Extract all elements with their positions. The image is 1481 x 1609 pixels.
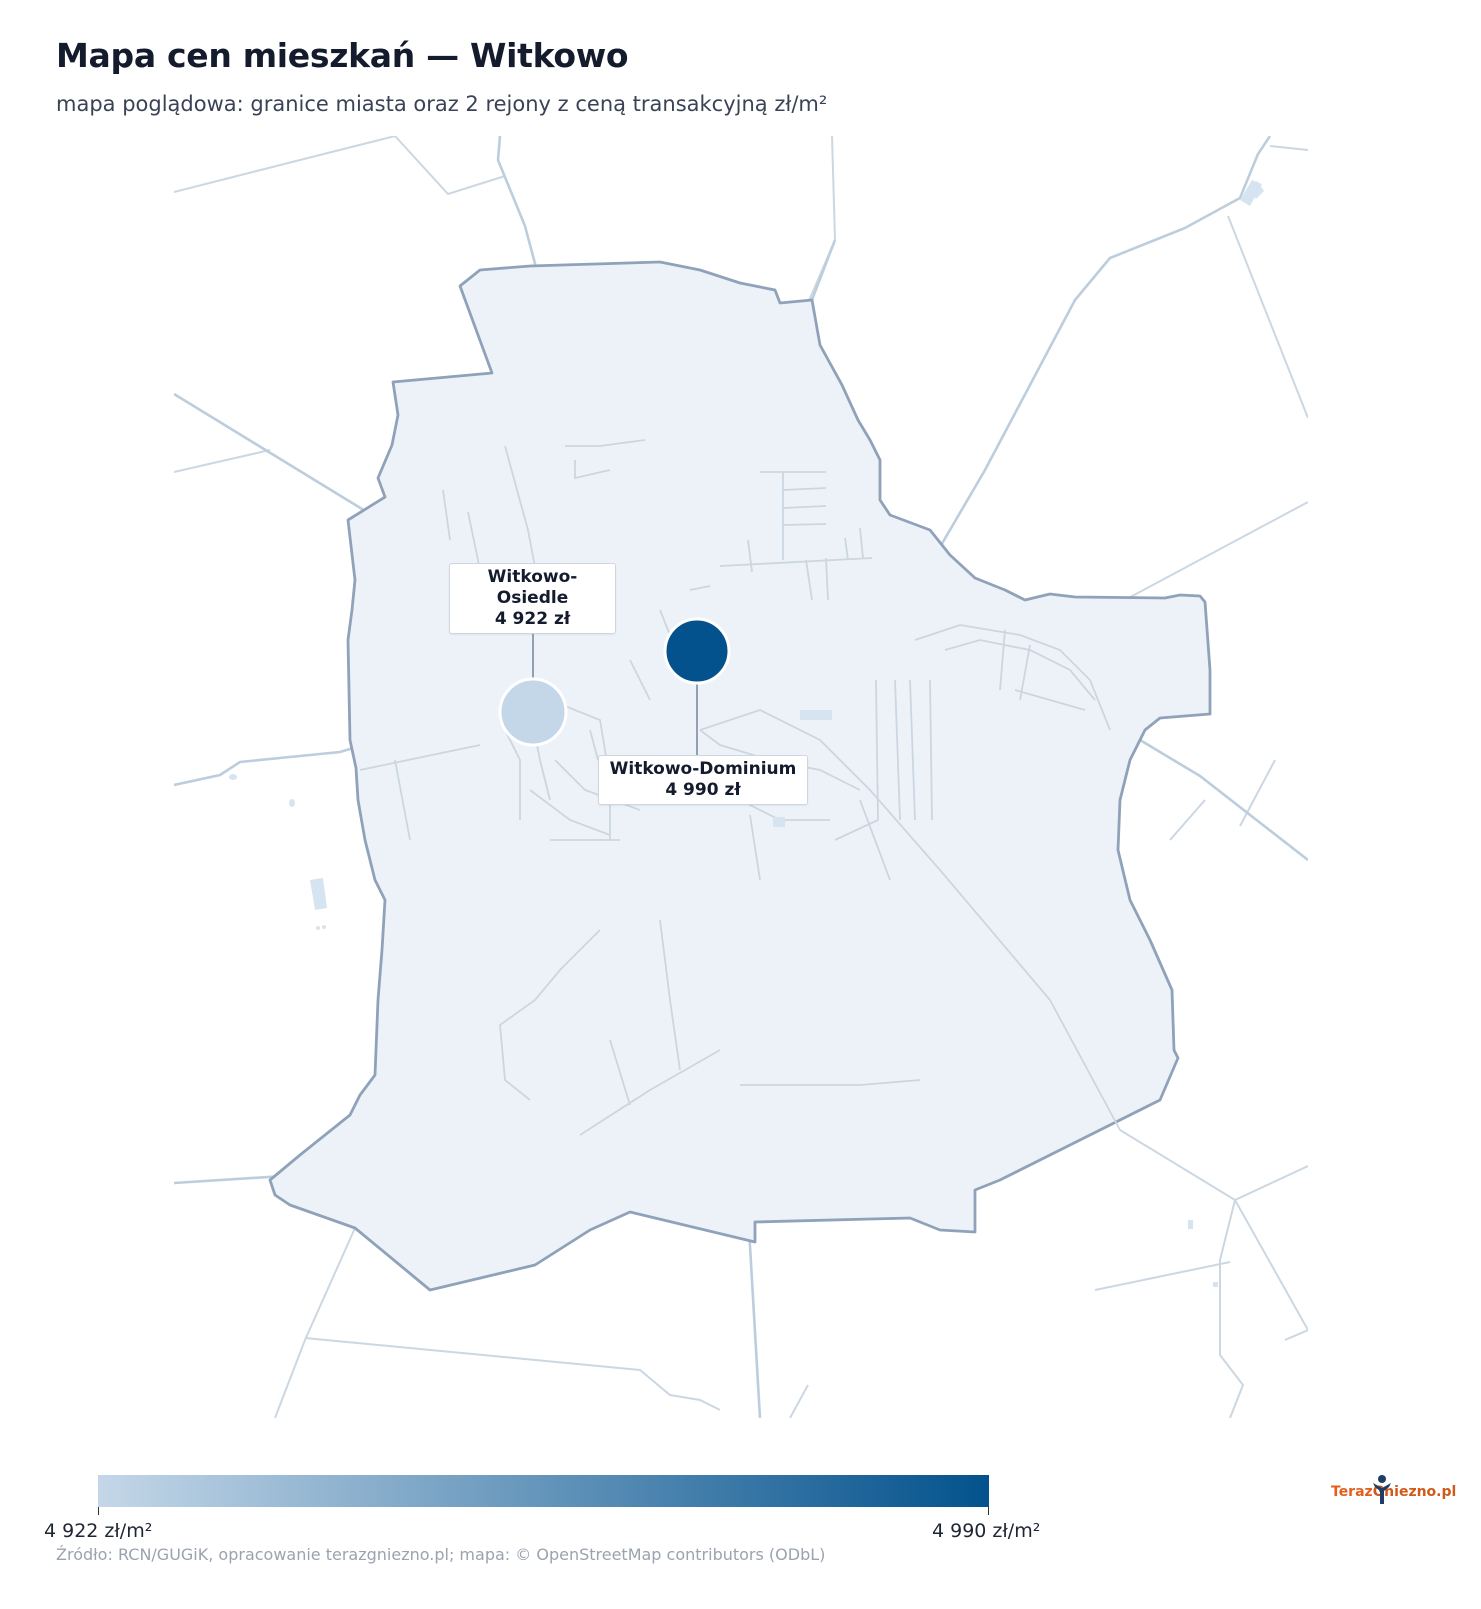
region-price: 4 990 zł [665,780,741,800]
legend-tick-min [98,1507,99,1515]
region-name: Witkowo-Osiedle [487,567,578,608]
legend-colorbar [98,1475,989,1507]
outer-roads [174,136,1308,1418]
callout-witkowo-dominium: Witkowo-Dominium 4 990 zł [598,755,808,805]
callout-witkowo-osiedle: Witkowo-Osiedle 4 922 zł [449,563,616,634]
logo-text-teraz: Teraz [1331,1484,1373,1500]
region-marker-witkowo-dominium[interactable] [663,617,731,685]
legend-tick-max [988,1507,989,1515]
region-price: 4 922 zł [494,609,571,629]
source-note: Źródło: RCN/GUGiK, opracowanie terazgnie… [56,1545,826,1564]
logo[interactable]: TerazGniezno.pl [1331,1475,1457,1504]
logo-text-gniezno: Gniezno.pl [1372,1484,1457,1500]
region-name: Witkowo-Dominium [609,759,797,779]
page-subtitle: mapa poglądowa: granice miasta oraz 2 re… [56,92,828,116]
legend-min-label: 4 922 zł/m² [44,1520,153,1542]
region-marker-witkowo-osiedle[interactable] [498,677,568,747]
legend-max-label: 4 990 zł/m² [932,1520,1041,1542]
page-title: Mapa cen mieszkań — Witkowo [56,36,629,75]
water-bodies [229,180,1264,1287]
person-icon [1373,1475,1391,1504]
inner-roads [359,439,1121,1136]
